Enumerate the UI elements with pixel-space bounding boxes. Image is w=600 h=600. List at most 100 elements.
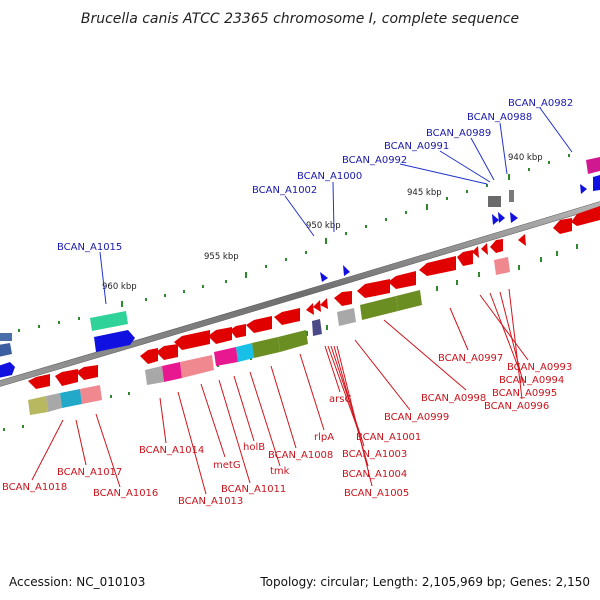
gene-arrow <box>492 214 499 225</box>
gene-box <box>145 366 164 385</box>
gene-label: BCAN_A1018 <box>2 482 67 493</box>
kbp-ring <box>18 154 570 332</box>
gene-label: BCAN_A0991 <box>384 141 449 152</box>
gene-arrow <box>498 212 505 223</box>
gene-label: arsC <box>329 394 351 405</box>
gene-box <box>214 347 238 366</box>
gene-label: tmk <box>270 466 290 477</box>
gene-box <box>252 337 280 358</box>
blue-gene-labels: BCAN_A1015 BCAN_A1002 BCAN_A1000 BCAN_A0… <box>57 98 573 253</box>
gene-arrow <box>230 324 246 338</box>
gene-arrow <box>481 243 488 255</box>
gene-arrow <box>593 175 600 191</box>
tick-label: 955 kbp <box>204 252 239 262</box>
gene-arrow <box>76 365 98 380</box>
red-gene-labels: BCAN_A1018 BCAN_A1017 BCAN_A1016 BCAN_A1… <box>2 353 572 507</box>
topology-text: Topology: circular; Length: 2,105,969 bp… <box>259 575 590 589</box>
gene-arrow <box>94 330 135 352</box>
gene-label: BCAN_A1000 <box>297 171 362 182</box>
gene-arrow <box>246 316 272 333</box>
gene-arrow <box>334 291 352 306</box>
gene-label: BCAN_A1005 <box>344 488 409 499</box>
gene-arrow <box>510 212 518 223</box>
gene-label: BCAN_A1008 <box>268 450 333 461</box>
gene-box <box>0 333 12 341</box>
gene-arrow <box>518 234 526 246</box>
gene-label: BCAN_A0998 <box>421 393 486 404</box>
gene-arrow <box>274 308 300 325</box>
gene-label: BCAN_A0989 <box>426 128 491 139</box>
gene-label: BCAN_A0992 <box>342 155 407 166</box>
gene-label: metG <box>213 460 241 471</box>
gene-label: holB <box>243 442 265 453</box>
gene-label: BCAN_A1002 <box>252 185 317 196</box>
gene-box <box>278 330 308 352</box>
tick-labels: 960 kbp 955 kbp 950 kbp 945 kbp 940 kbp <box>102 153 543 292</box>
gene-label: BCAN_A0995 <box>492 388 557 399</box>
gene-label: rlpA <box>314 432 334 443</box>
accession-text: Accession: NC_010103 <box>9 575 145 589</box>
tick-label: 940 kbp <box>508 153 543 163</box>
gene-arrow <box>313 300 321 312</box>
gene-arrow <box>55 369 78 386</box>
gene-label: BCAN_A1003 <box>342 449 407 460</box>
gene-box <box>360 296 398 320</box>
gene-arrow <box>156 344 178 360</box>
gene-arrow <box>0 362 15 378</box>
gene-label: BCAN_A1013 <box>178 496 243 507</box>
gene-label: BCAN_A1004 <box>342 469 407 480</box>
gene-label: BCAN_A0994 <box>499 375 564 386</box>
gene-label: BCAN_A0996 <box>484 401 549 412</box>
gene-box <box>337 308 356 326</box>
gene-arrow <box>140 348 158 364</box>
gene-box <box>494 257 510 275</box>
gene-box <box>180 355 214 378</box>
gene-arrow <box>174 330 210 350</box>
red-leaders <box>31 288 529 495</box>
gene-label: BCAN_A1014 <box>139 445 204 456</box>
gene-arrow <box>571 206 600 226</box>
gene-label: BCAN_A0982 <box>508 98 573 109</box>
gene-label: BCAN_A1015 <box>57 242 122 253</box>
gene-arrow <box>320 272 328 282</box>
gene-label: BCAN_A1016 <box>93 488 158 499</box>
gene-arrow <box>357 279 390 298</box>
tick-label: 950 kbp <box>306 221 341 231</box>
gene-box <box>236 343 254 362</box>
gene-arrow <box>472 246 479 258</box>
blue-leaders <box>99 107 573 305</box>
gene-box <box>60 389 82 408</box>
tick-label: 960 kbp <box>102 282 137 292</box>
gene-box <box>396 290 422 311</box>
gene-label: BCAN_A0993 <box>507 362 572 373</box>
gene-label: BCAN_A0988 <box>467 112 532 123</box>
gene-arrow <box>565 218 572 228</box>
forward-strand-genes <box>0 157 600 378</box>
gene-arrow <box>419 256 456 276</box>
gene-box <box>586 157 600 174</box>
gene-box <box>46 393 62 412</box>
gene-arrow <box>320 298 328 309</box>
map-title: Brucella canis ATCC 23365 chromosome I, … <box>81 11 519 27</box>
gene-box <box>80 385 102 404</box>
gene-box <box>312 319 322 336</box>
gene-label: BCAN_A1001 <box>356 432 421 443</box>
gene-label: BCAN_A0997 <box>438 353 503 364</box>
gene-label: BCAN_A1011 <box>221 484 286 495</box>
gene-arrow <box>208 327 232 344</box>
reverse-strand-genes <box>28 206 600 389</box>
gene-arrow <box>457 250 473 266</box>
gene-arrow <box>580 184 587 194</box>
gene-arrow <box>490 239 503 253</box>
gene-label: BCAN_A0999 <box>384 412 449 423</box>
gene-box <box>488 196 501 207</box>
gene-label: BCAN_A1017 <box>57 467 122 478</box>
gene-box <box>90 311 128 331</box>
gene-arrow <box>306 303 314 315</box>
gene-arrow <box>0 343 12 357</box>
gene-box <box>509 190 514 202</box>
gene-arrow <box>28 374 50 389</box>
gene-arrow <box>388 271 416 289</box>
tick-label: 945 kbp <box>407 188 442 198</box>
